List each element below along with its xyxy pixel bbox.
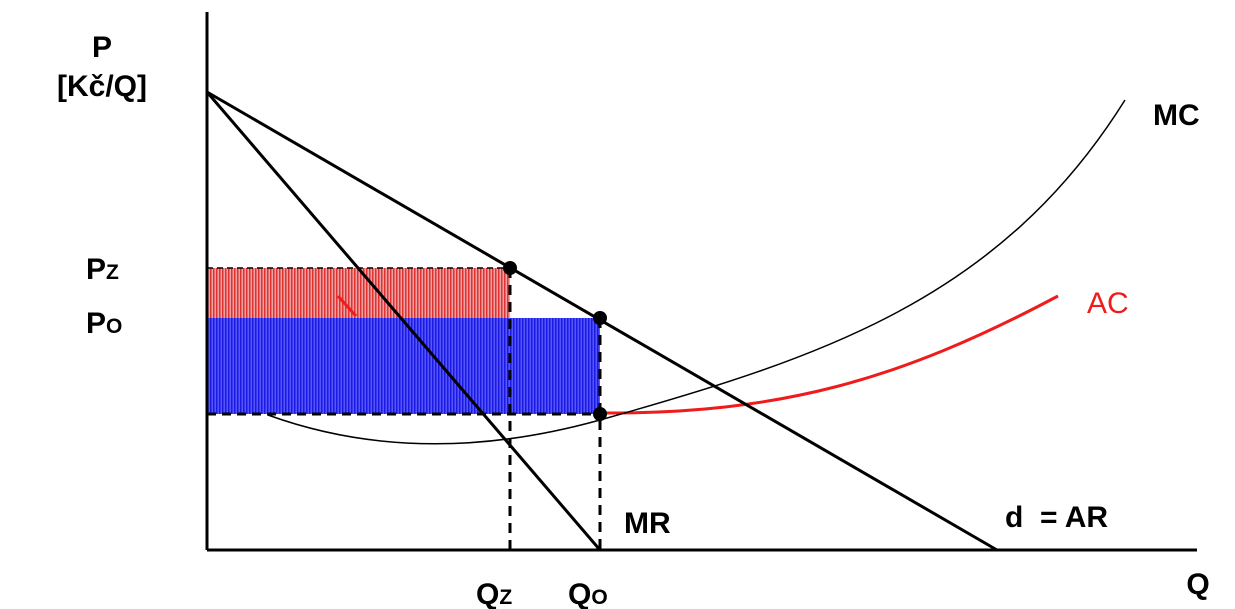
qo-label: QO (568, 578, 608, 609)
qz-label: QZ (476, 578, 512, 609)
po-label: PO (86, 307, 122, 340)
pz-point (503, 261, 517, 275)
x-axis-label: Q (1186, 568, 1209, 601)
mr-label: MR (624, 507, 671, 540)
ac-label: AC (1087, 287, 1129, 320)
mr-curve (205, 91, 602, 551)
pz-label: PZ (86, 253, 119, 286)
ac-min-point (593, 407, 607, 421)
ac-curve-left (336, 294, 358, 318)
mc-curve (267, 99, 1126, 445)
mc-label: MC (1153, 99, 1200, 132)
demand-label: d = AR (1005, 501, 1108, 534)
po-area (207, 318, 600, 414)
po-point (593, 311, 607, 325)
y-axis-label: P (92, 31, 112, 64)
y-axis-unit-label: [Kč/Q] (57, 70, 147, 103)
pz-area (207, 268, 510, 318)
ac-curve (599, 294, 1059, 415)
